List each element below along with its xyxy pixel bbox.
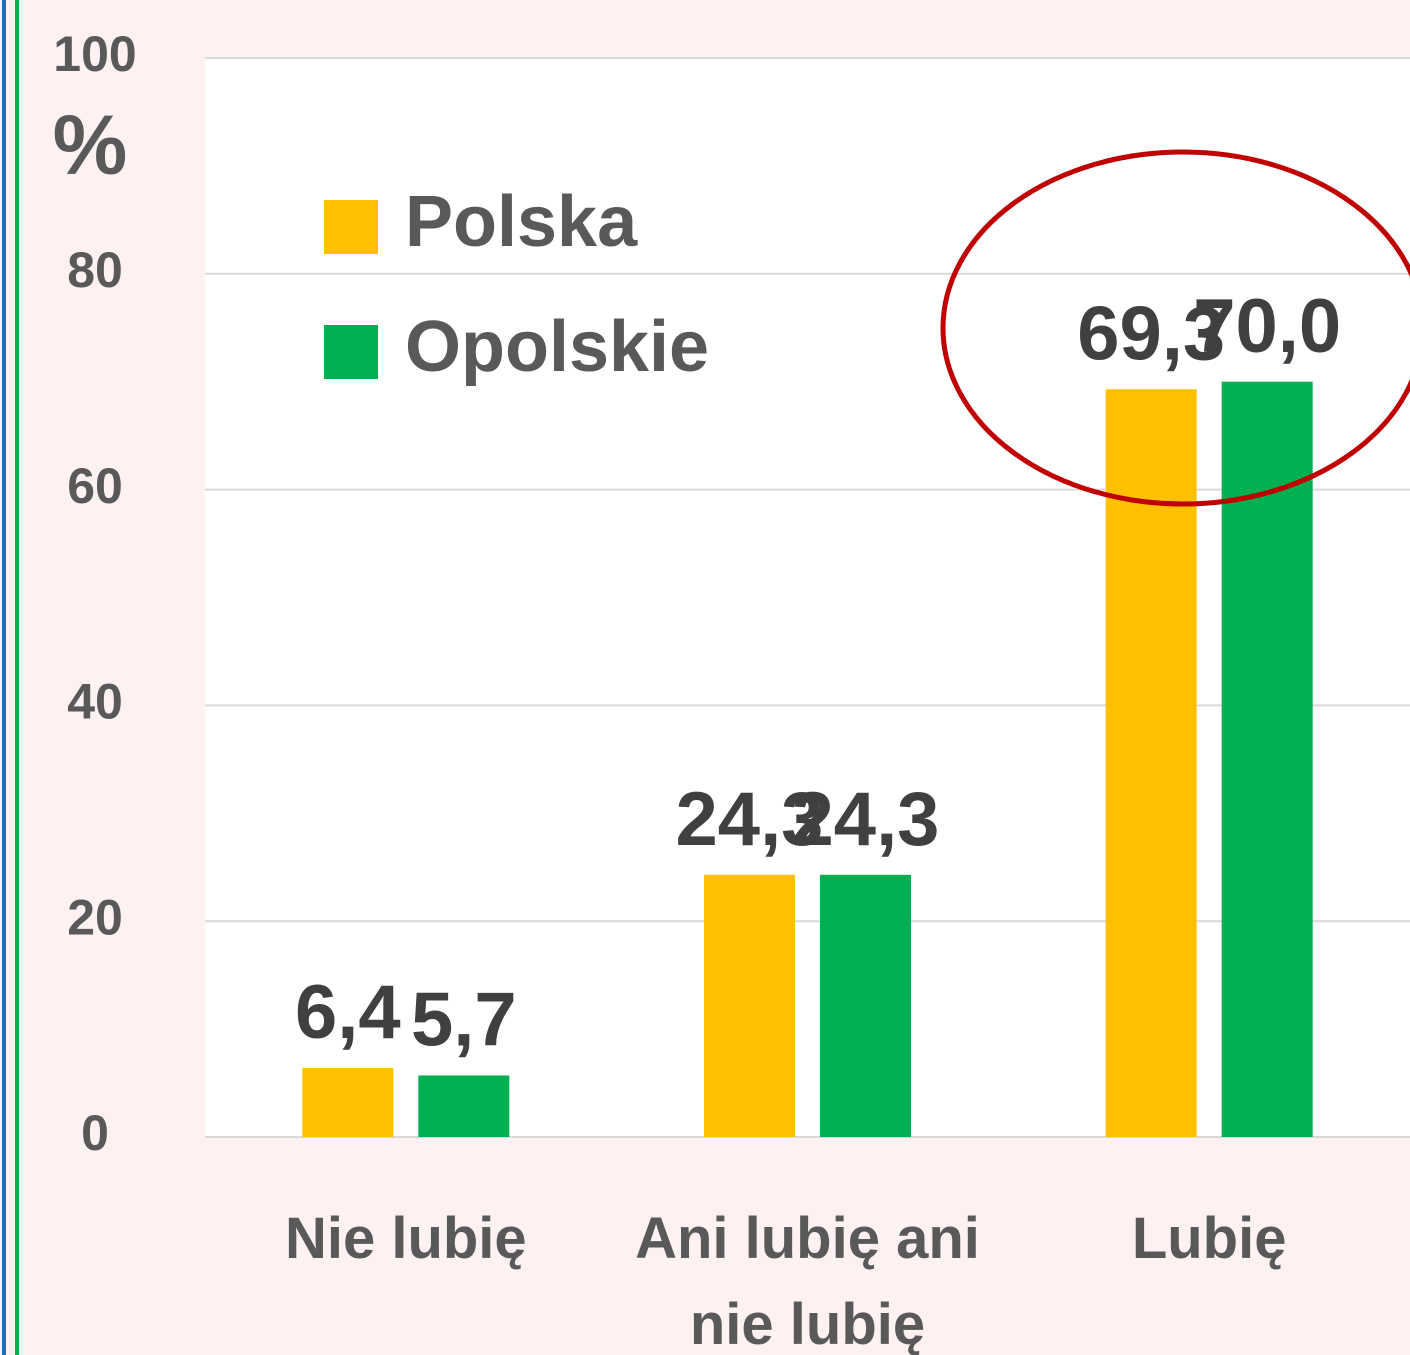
- bar: [302, 1067, 394, 1137]
- y-tick-label: 20: [67, 889, 123, 945]
- data-label: 24,3: [676, 777, 824, 862]
- legend-swatch: [324, 200, 378, 254]
- x-tick-label: Nie lubię: [284, 1206, 527, 1271]
- data-label: 6,4: [295, 970, 401, 1055]
- bar: [704, 874, 795, 1137]
- data-label: 69,3: [1077, 291, 1225, 376]
- y-tick-label: 80: [67, 242, 123, 298]
- bar: [1105, 389, 1197, 1137]
- plot-area: [205, 58, 1410, 1137]
- legend-swatch: [324, 325, 378, 379]
- bar: [1221, 381, 1313, 1137]
- x-tick-label: Ani lubię ani nie lubię: [635, 1206, 980, 1355]
- legend-label: Opolskie: [405, 307, 709, 387]
- x-tick-label: Lubię: [1131, 1206, 1287, 1271]
- y-axis-label: %: [53, 98, 128, 192]
- y-tick-label: 0: [81, 1105, 109, 1161]
- data-label: 70,0: [1193, 284, 1341, 369]
- legend-label: Polska: [405, 182, 638, 262]
- data-label: 24,3: [792, 777, 940, 862]
- bar: [418, 1075, 510, 1137]
- highlight-ellipse: [940, 149, 1410, 507]
- y-tick-label: 40: [67, 674, 123, 730]
- data-label: 5,7: [411, 978, 517, 1063]
- bar: [820, 874, 911, 1137]
- y-tick-label: 100: [53, 26, 136, 82]
- y-tick-label: 60: [67, 458, 123, 514]
